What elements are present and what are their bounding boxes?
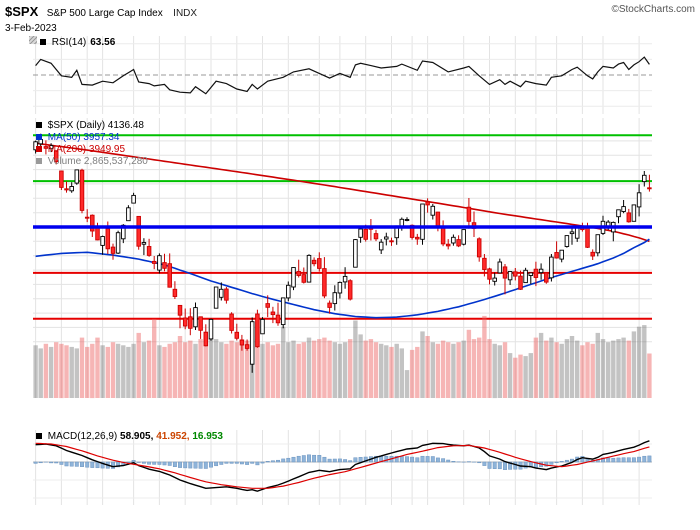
ma200-legend-swatch-icon [36, 146, 42, 152]
exchange-label: INDX [173, 8, 198, 19]
chart-header: $SPX S&P 500 Large Cap Index INDX ©Stock… [0, 0, 700, 34]
index-name-label: S&P 500 Large Cap Index [46, 8, 163, 19]
rsi-legend-label: RSI(14) [51, 37, 87, 48]
rsi-legend-swatch-icon [40, 39, 46, 45]
title-row: $SPX S&P 500 Large Cap Index INDX ©Stock… [0, 0, 700, 21]
price-legend: $SPX (Daily) 4136.48 [36, 120, 144, 131]
ma50-legend-label: MA(50) 3957.34 [47, 132, 120, 143]
ma200-legend-label: MA(200) 3949.95 [47, 144, 126, 155]
date-label: 3-Feb-2023 [5, 23, 57, 34]
price-legend-swatch-icon [36, 122, 42, 128]
volume-legend-swatch-icon [36, 158, 42, 164]
ma200-legend: MA(200) 3949.95 [36, 144, 125, 155]
price-legend-label: $SPX (Daily) 4136.48 [47, 120, 144, 131]
volume-legend-label: Volume 2,865,537,280 [47, 156, 148, 167]
ma50-legend: MA(50) 3957.34 [36, 132, 120, 143]
symbol-label: $SPX [5, 4, 39, 19]
macd-legend: MACD(12,26,9) 58.905, 41.952, 16.953 [36, 431, 223, 442]
macd-line-value: 58.905, [120, 431, 154, 442]
rsi-legend-value: 63.56 [90, 37, 116, 48]
macd-legend-swatch-icon [36, 433, 42, 439]
ma50-legend-swatch-icon [36, 134, 42, 140]
panel-drag-handle-icon [29, 36, 37, 44]
macd-signal-value: 41.952, [156, 431, 190, 442]
macd-legend-label: MACD(12,26,9) [47, 431, 118, 442]
quote-row: 3-Feb-2023 [0, 21, 700, 34]
volume-legend: Volume 2,865,537,280 [36, 156, 148, 167]
rsi-legend: RSI(14) 63.56 [40, 37, 115, 48]
macd-hist-value: 16.953 [192, 431, 223, 442]
stockcharts-watermark: ©StockCharts.com [611, 4, 695, 15]
